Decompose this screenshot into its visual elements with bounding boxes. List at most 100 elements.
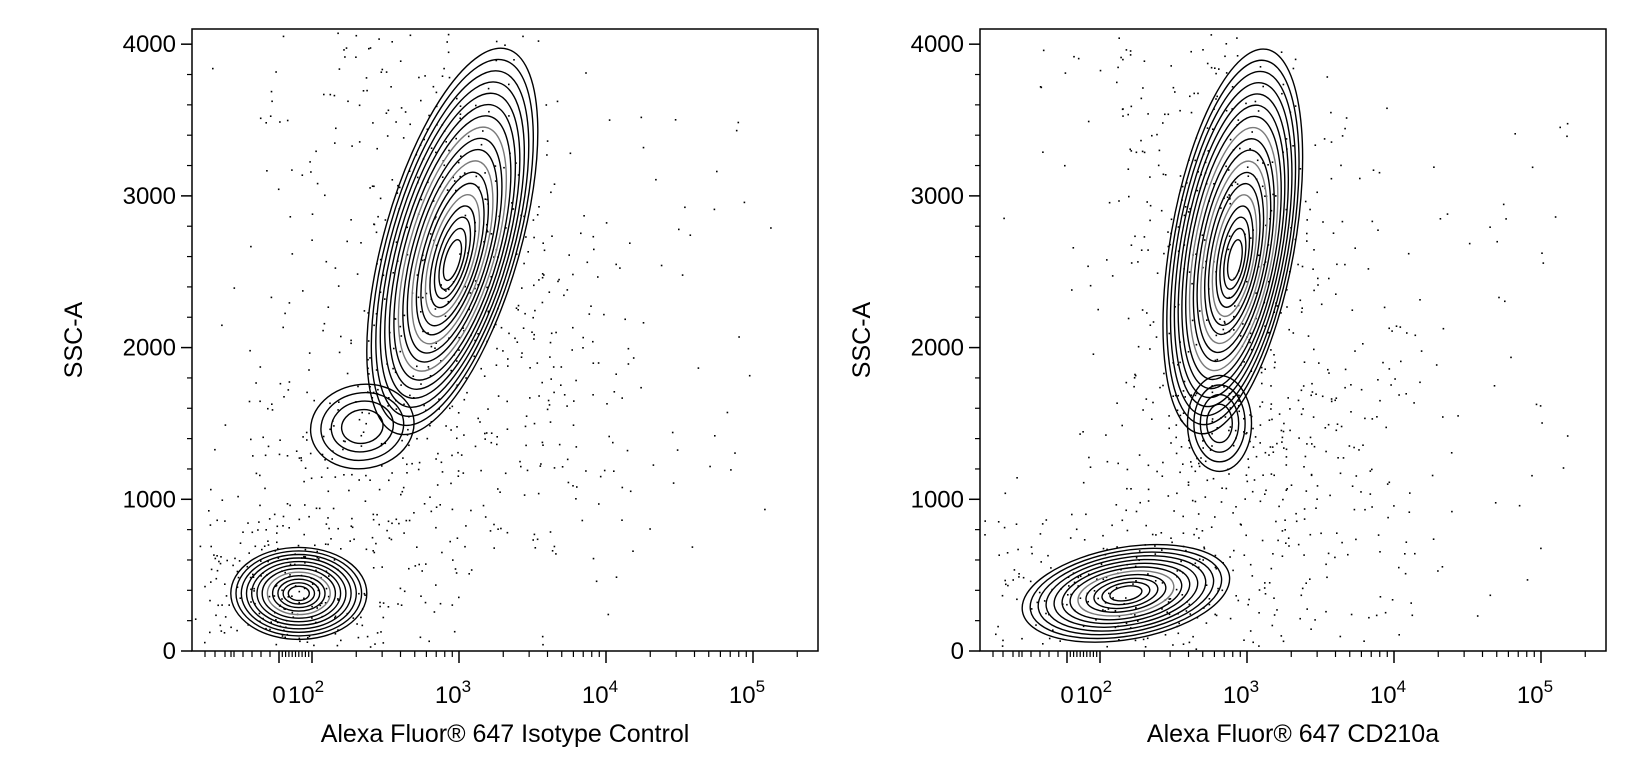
event-dot (337, 599, 340, 601)
event-dot (1284, 529, 1286, 531)
event-dot (373, 185, 375, 188)
event-dot (1304, 455, 1307, 458)
event-dot (1079, 433, 1081, 435)
event-dot (1303, 361, 1306, 363)
event-dot (1195, 528, 1198, 530)
event-dot (1234, 429, 1237, 432)
event-dot (1379, 399, 1381, 402)
event-dot (403, 314, 406, 317)
event-dot (533, 533, 536, 536)
event-dot (1016, 598, 1018, 601)
event-dot (1297, 399, 1300, 402)
event-dot (406, 226, 408, 229)
contour-level (282, 582, 316, 605)
event-dot (1451, 510, 1453, 513)
event-dot (1039, 533, 1042, 535)
event-dot (1168, 598, 1171, 600)
event-dot (1340, 164, 1342, 167)
event-dot (334, 615, 337, 618)
event-dot (1197, 92, 1199, 95)
event-dot (566, 405, 568, 407)
event-dot (523, 262, 525, 265)
event-dot (560, 384, 562, 386)
event-dot (353, 538, 355, 541)
event-dot (588, 313, 591, 315)
event-dot (239, 597, 242, 599)
event-dot (1077, 585, 1079, 587)
event-dot (448, 76, 451, 79)
event-dot (1102, 534, 1104, 537)
event-dot (409, 394, 411, 397)
event-dot (209, 524, 212, 526)
event-dot (1231, 86, 1234, 88)
event-dot (546, 408, 549, 411)
event-dot (263, 545, 266, 547)
event-dot (1312, 416, 1315, 418)
event-dot (1193, 533, 1195, 536)
event-dot (1285, 138, 1288, 140)
event-dot (571, 349, 573, 351)
event-dot (1315, 393, 1317, 395)
event-dot (246, 565, 249, 568)
event-dot (451, 604, 454, 606)
event-dot (1313, 289, 1315, 292)
x-axis-label: Alexa Fluor® 647 Isotype Control (321, 720, 690, 748)
event-dot (419, 636, 422, 639)
event-dot (334, 267, 337, 269)
event-dot (340, 335, 342, 338)
event-dot (374, 643, 376, 645)
event-dot (334, 142, 336, 144)
event-dot (1102, 547, 1105, 550)
event-dot (1303, 508, 1306, 510)
event-dot (395, 121, 397, 123)
event-dot (709, 465, 711, 468)
event-dot (1215, 567, 1218, 570)
event-dot (1174, 91, 1176, 93)
event-dot (480, 469, 482, 472)
event-dot (1320, 303, 1323, 306)
event-dot (1237, 599, 1240, 602)
event-dot (334, 476, 337, 478)
event-dot (1167, 231, 1169, 233)
event-dot (1234, 181, 1237, 184)
event-dot (1147, 464, 1150, 467)
event-dot (1043, 600, 1046, 602)
event-dot (1151, 134, 1153, 137)
event-dot (1116, 81, 1118, 84)
event-dot (1225, 487, 1228, 490)
event-dot (432, 200, 435, 202)
event-dot (1281, 441, 1283, 443)
event-dot (1316, 191, 1318, 194)
event-dot (330, 538, 332, 540)
event-dot (1146, 312, 1148, 314)
contour-level (402, 137, 503, 363)
event-dot (236, 586, 239, 588)
event-dot (497, 488, 499, 490)
event-dot (427, 332, 429, 334)
event-dot (1262, 162, 1264, 164)
event-dot (549, 356, 551, 358)
event-dot (1191, 319, 1194, 322)
event-dot (627, 347, 630, 350)
x-tick-label: 103 (435, 677, 471, 709)
event-dot (463, 172, 466, 174)
event-dot (1354, 350, 1356, 352)
event-dot (1348, 445, 1351, 447)
event-dot (1236, 55, 1239, 57)
contour-lines (1021, 48, 1304, 643)
event-dot (1437, 570, 1439, 572)
event-dot (308, 369, 310, 371)
event-dot (539, 465, 542, 467)
event-dot (1273, 614, 1276, 616)
event-dot (1031, 552, 1033, 555)
event-dot (1232, 512, 1234, 514)
event-dot (1021, 637, 1023, 640)
contour-level (1206, 403, 1234, 444)
event-dot (497, 528, 499, 530)
event-dot (464, 285, 466, 288)
event-dot (503, 166, 505, 169)
event-dot (1194, 159, 1196, 162)
event-dot (1135, 580, 1137, 582)
event-dot (1206, 127, 1209, 129)
event-dot (1243, 639, 1245, 641)
